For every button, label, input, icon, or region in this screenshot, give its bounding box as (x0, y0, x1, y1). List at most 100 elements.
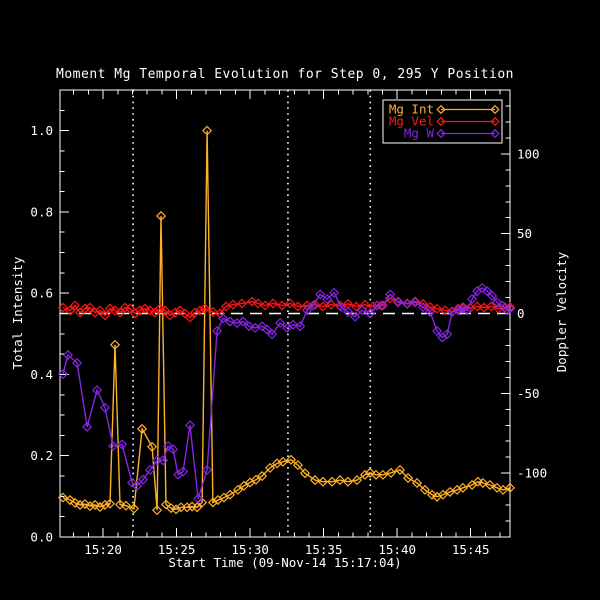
data-point-marker (212, 326, 223, 337)
data-point-marker (69, 300, 81, 311)
data-point-marker (457, 302, 468, 313)
data-point-marker (104, 303, 116, 314)
y-left-tick-label: 0.4 (30, 367, 53, 382)
data-point-marker (432, 326, 443, 337)
data-point-marker (502, 305, 513, 316)
legend-label: Mg W (404, 126, 435, 141)
data-point-marker (309, 475, 321, 486)
data-point-marker (108, 440, 119, 452)
data-point-marker (238, 480, 250, 491)
y-left-tick-label: 0.8 (30, 204, 53, 219)
x-tick-label: 15:40 (378, 542, 416, 557)
data-point-marker (194, 305, 206, 316)
x-tick-label: 15:30 (231, 542, 269, 557)
data-point-marker (189, 307, 201, 318)
y-right-tick-label: -100 (517, 466, 547, 481)
data-point-marker (57, 369, 68, 380)
data-point-marker (492, 297, 503, 308)
data-point-marker (184, 312, 196, 323)
data-point-marker (427, 489, 438, 500)
data-point-marker (124, 303, 136, 314)
chart-title: Moment Mg Temporal Evolution for Step 0,… (56, 67, 514, 82)
data-point-marker (232, 484, 243, 495)
data-point-marker (385, 467, 397, 478)
data-point-marker (84, 302, 96, 313)
data-point-marker (127, 477, 138, 488)
legend-label: Mg Vel (389, 114, 434, 129)
series-mg-vel (57, 293, 516, 323)
y-left-tick-label: 1.0 (30, 123, 53, 138)
data-point-marker (224, 489, 236, 500)
data-point-marker (160, 499, 172, 510)
data-point-marker (268, 298, 279, 309)
data-point-marker (257, 321, 268, 332)
data-point-marker (370, 469, 382, 480)
y-axis-right-label: Doppler Velocity (554, 251, 569, 372)
y-right-tick-label: -50 (517, 386, 540, 401)
data-point-marker (342, 476, 353, 487)
series-line (62, 297, 511, 319)
data-point-marker (199, 303, 211, 314)
data-point-marker (154, 303, 166, 314)
data-point-marker (462, 305, 473, 316)
data-point-marker (99, 310, 111, 321)
data-point-marker (163, 440, 174, 452)
data-point-marker (327, 476, 338, 487)
legend-marker (436, 104, 446, 115)
data-point-marker (393, 297, 404, 308)
data-point-marker (64, 305, 76, 316)
data-point-marker (89, 499, 101, 510)
series-line (62, 130, 511, 511)
y-left-tick-label: 0.6 (30, 286, 53, 301)
data-point-marker (159, 305, 171, 316)
data-point-marker (202, 125, 213, 136)
data-point-marker (292, 460, 303, 471)
data-point-marker (179, 308, 191, 319)
data-point-marker (247, 296, 258, 307)
data-point-marker (467, 294, 478, 305)
legend-marker (490, 116, 500, 127)
legend-marker (436, 128, 446, 139)
data-point-marker (72, 357, 83, 369)
legend-marker (490, 128, 500, 139)
data-point-marker (92, 385, 103, 396)
series-line (62, 287, 511, 499)
axes-frame: 15:20 15:25 15:30 15:35 15:40 15:45 0.0 0.2 0.4 0… (30, 89, 547, 557)
data-point-marker (357, 305, 368, 316)
data-point-marker (453, 305, 464, 316)
y-left-tick-label: 0.2 (30, 448, 53, 463)
data-point-marker (292, 301, 303, 312)
data-point-marker (329, 287, 340, 298)
data-point-marker (410, 297, 421, 308)
data-point-marker (299, 468, 311, 479)
data-point-marker (497, 300, 508, 311)
data-point-marker (272, 458, 283, 469)
data-point-marker (412, 477, 423, 489)
data-point-marker (484, 479, 496, 491)
data-point-marker (377, 469, 388, 480)
data-point-marker (62, 349, 73, 361)
legend-marker (436, 116, 446, 127)
data-point-marker (178, 466, 189, 477)
data-point-marker (169, 307, 181, 318)
data-point-marker (418, 298, 429, 309)
data-point-marker (402, 298, 413, 309)
data-point-marker (94, 501, 106, 512)
data-point-marker (99, 402, 111, 413)
data-point-marker (250, 474, 262, 485)
data-point-marker (94, 305, 106, 316)
y-axis-left-label: Total Intensity (10, 256, 25, 369)
data-point-marker (244, 321, 255, 332)
data-point-marker (182, 502, 193, 513)
data-point-marker (104, 498, 116, 509)
y-right-tick-label: 0 (517, 306, 525, 321)
data-point-marker (447, 306, 458, 317)
data-point-marker (138, 474, 149, 485)
x-axis-label: Start Time (09-Nov-14 15:17:04) (168, 555, 401, 570)
data-point-marker (336, 302, 347, 313)
data-point-marker (277, 456, 288, 467)
data-point-marker (315, 289, 326, 300)
y-left-tick-label: 0.0 (30, 530, 53, 545)
data-point-marker (472, 301, 483, 312)
